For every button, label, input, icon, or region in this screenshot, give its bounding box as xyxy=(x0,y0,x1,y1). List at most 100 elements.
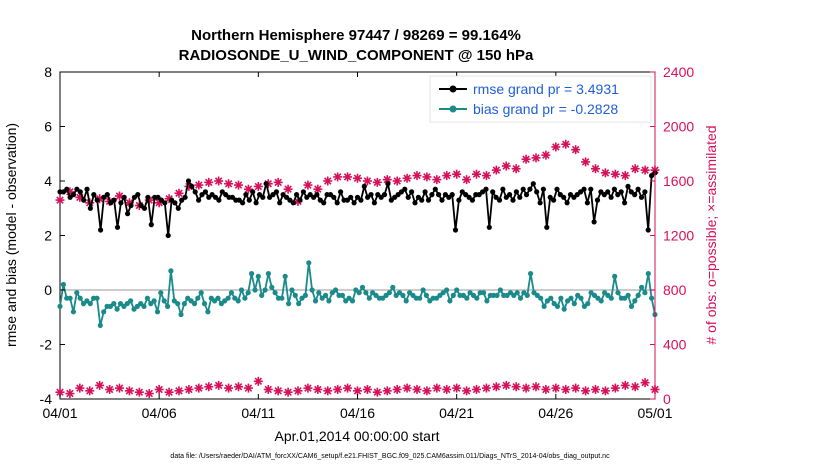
obs-assimilated-point xyxy=(600,168,610,178)
obs-assimilated-point xyxy=(214,176,224,186)
bias-point xyxy=(356,290,362,296)
obs-assimilated-point xyxy=(571,145,581,155)
rmse-point xyxy=(371,200,377,206)
bias-point xyxy=(238,287,245,293)
obs-assimilated-point xyxy=(462,175,472,185)
bias-point xyxy=(289,287,295,293)
obs-assimilated-point xyxy=(372,177,382,187)
bias-point xyxy=(259,292,265,298)
obs-assimilated-low-point xyxy=(531,382,541,392)
obs-assimilated-low-point xyxy=(343,383,353,393)
obs-assimilated-point xyxy=(204,177,214,187)
rmse-point xyxy=(544,224,550,230)
rmse-point xyxy=(422,189,428,195)
rmse-point xyxy=(520,186,526,192)
obs-assimilated-point xyxy=(630,164,640,174)
bias-point xyxy=(255,273,261,279)
rmse-point xyxy=(175,205,181,211)
obs-assimilated-low-point xyxy=(452,383,462,393)
bias-point xyxy=(205,309,211,315)
rmse-point xyxy=(439,197,445,203)
bias-point xyxy=(517,295,524,301)
x-tick-label: 04/06 xyxy=(142,405,177,421)
rmse-point xyxy=(91,192,97,198)
bias-point xyxy=(191,301,198,307)
obs-assimilated-low-point xyxy=(481,383,491,393)
obs-assimilated-low-point xyxy=(353,386,362,396)
bias-point xyxy=(444,287,450,293)
obs-assimilated-low-point xyxy=(234,382,243,392)
rmse-point xyxy=(70,192,77,198)
rmse-point xyxy=(64,186,70,192)
rmse-point xyxy=(348,194,354,200)
bias-point xyxy=(612,273,618,279)
rmse-point xyxy=(189,183,195,189)
bias-point xyxy=(423,292,429,298)
rmse-point xyxy=(300,189,306,195)
plot-area xyxy=(59,71,656,400)
rmse-point xyxy=(605,189,611,195)
obs-assimilated-point xyxy=(422,172,432,182)
obs-assimilated-low-point xyxy=(333,384,343,394)
obs-assimilated-low-point xyxy=(402,383,412,393)
rmse-point xyxy=(456,197,462,203)
chart-title-line2: RADIOSONDE_U_WIND_COMPONENT @ 150 hPa xyxy=(179,47,534,64)
x-axis-label: Apr.01,2014 00:00:00 start xyxy=(274,428,439,444)
obs-assimilated-low-point xyxy=(134,387,144,397)
rmse-point xyxy=(645,227,651,233)
bias-point xyxy=(198,290,204,296)
rmse-point xyxy=(290,200,296,206)
bias-point xyxy=(144,295,150,301)
bias-point xyxy=(538,295,544,301)
bias-point xyxy=(454,287,460,293)
y-tick-label-left: 4 xyxy=(44,173,52,189)
rmse-point xyxy=(632,192,638,198)
bias-point xyxy=(386,290,392,296)
obs-assimilated-point xyxy=(432,175,442,185)
obs-assimilated-point xyxy=(541,150,551,160)
y-tick-label-left: 6 xyxy=(44,119,52,135)
bias-point xyxy=(615,290,621,296)
rmse-point xyxy=(87,205,93,211)
obs-marker-layer xyxy=(55,139,660,399)
rmse-point xyxy=(94,197,100,203)
obs-assimilated-point xyxy=(174,188,184,198)
rmse-point xyxy=(246,197,252,203)
obs-assimilated-low-point xyxy=(630,382,640,392)
obs-assimilated-low-point xyxy=(154,384,164,394)
obs-assimilated-low-point xyxy=(283,387,293,397)
chart-title-line1: Northern Hemisphere 97447 / 98269 = 99.1… xyxy=(191,27,521,44)
obs-assimilated-low-point xyxy=(561,384,571,394)
bias-point xyxy=(541,303,547,309)
y-tick-label-right: 1200 xyxy=(663,228,694,244)
obs-assimilated-low-point xyxy=(551,383,561,393)
bias-point xyxy=(262,287,268,293)
rmse-point xyxy=(260,194,266,200)
y-tick-label-left: -4 xyxy=(40,391,53,407)
rmse-point xyxy=(591,219,597,225)
bias-point xyxy=(349,298,356,304)
obs-assimilated-low-point xyxy=(174,386,184,396)
bias-point xyxy=(154,309,161,315)
bias-point xyxy=(578,295,584,301)
obs-assimilated-low-point xyxy=(144,389,154,399)
y-tick-label-right: 400 xyxy=(663,337,687,353)
obs-assimilated-low-point xyxy=(204,382,214,392)
rmse-point xyxy=(162,200,168,206)
rmse-point xyxy=(564,200,570,206)
obs-assimilated-point xyxy=(402,173,412,183)
bias-point xyxy=(272,290,278,296)
bias-point xyxy=(252,287,258,293)
y-tick-label-right: 1600 xyxy=(663,173,694,189)
y-ticks-right: 0 400 800 1200 1600 2000 2400 xyxy=(650,64,694,407)
rmse-point xyxy=(98,227,104,233)
obs-assimilated-low-point xyxy=(105,384,115,394)
obs-assimilated-low-point xyxy=(164,387,174,397)
rmse-point xyxy=(334,200,340,206)
x-tick-label: 04/11 xyxy=(241,405,275,421)
bias-point xyxy=(366,295,372,301)
obs-assimilated-point xyxy=(620,171,630,181)
bias-point xyxy=(128,298,134,304)
obs-assimilated-point xyxy=(224,179,234,189)
y-tick-label-right: 0 xyxy=(663,391,671,407)
